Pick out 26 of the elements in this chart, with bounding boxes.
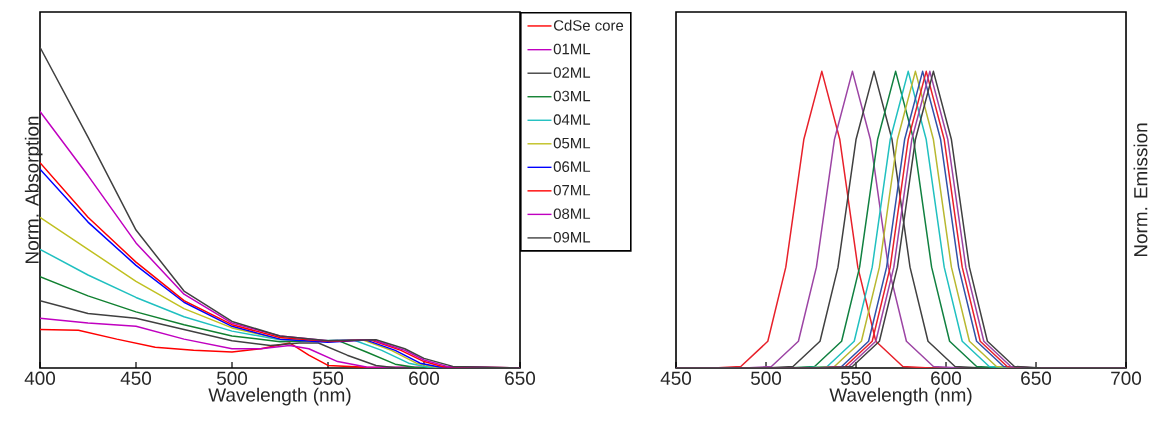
x-tick-label: 550 <box>840 371 872 385</box>
x-axis-title: Wavelength (nm) <box>829 387 972 406</box>
x-tick-label: 550 <box>312 371 344 385</box>
x-tick-label: 500 <box>750 371 782 385</box>
legend-label: 09ML <box>553 231 591 243</box>
legend-label: 01ML <box>553 43 591 55</box>
legend-label: 06ML <box>553 161 591 172</box>
x-tick-label: 450 <box>120 371 152 385</box>
x-tick-label: 600 <box>931 371 962 385</box>
legend-label: 03ML <box>553 90 591 102</box>
legend-label: 02ML <box>553 67 591 78</box>
x-tick-label: 700 <box>1111 371 1142 385</box>
legend-label: 08ML <box>553 208 591 219</box>
x-tick-label: 600 <box>409 371 440 385</box>
x-axis-title: Wavelength (nm) <box>208 387 351 406</box>
y-axis-title: Norm. Absorption <box>24 116 43 263</box>
x-tick-label: 650 <box>1021 371 1052 385</box>
legend-label: 04ML <box>553 114 591 125</box>
legend-label: 05ML <box>553 137 591 149</box>
legend-label: CdSe core <box>553 19 624 31</box>
legend-label: 07ML <box>553 184 591 196</box>
x-tick-label: 400 <box>24 371 56 385</box>
x-tick-label: 450 <box>660 371 692 385</box>
x-tick-label: 500 <box>216 371 248 385</box>
y-axis-title: Norm. Emission <box>1133 123 1148 257</box>
x-tick-label: 650 <box>505 371 536 385</box>
